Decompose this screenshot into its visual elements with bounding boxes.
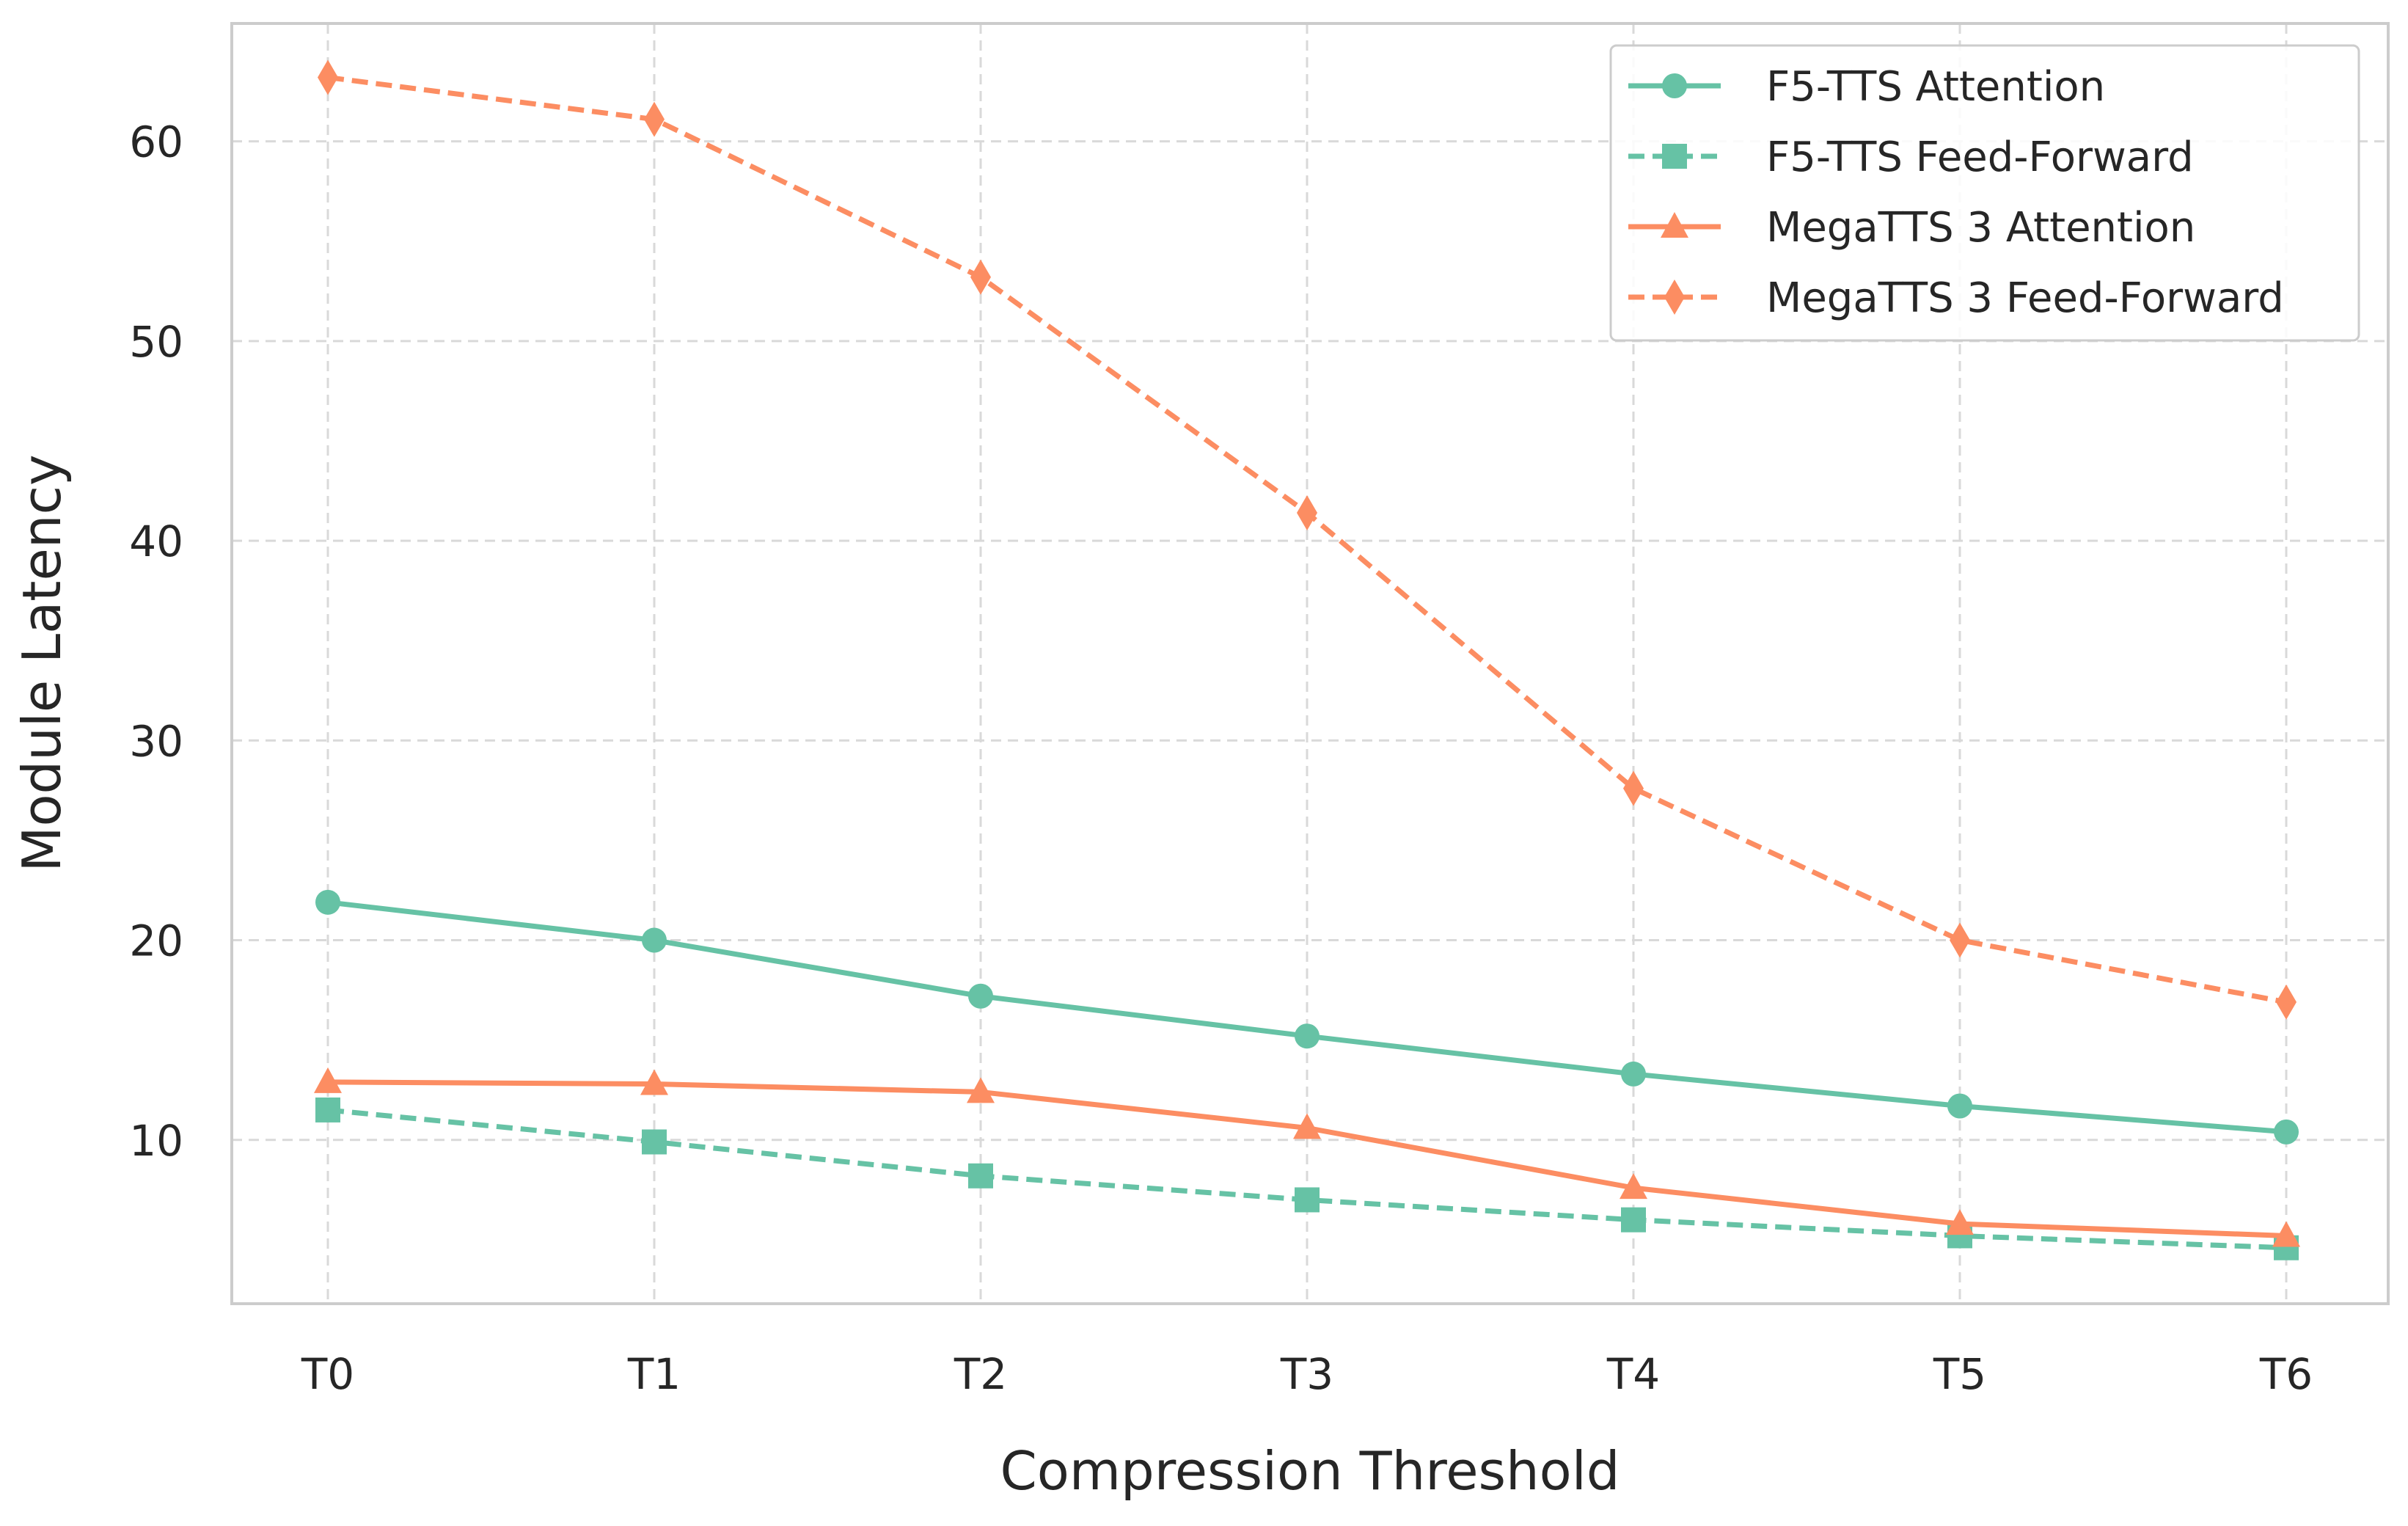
legend-entry: MegaTTS 3 Attention (1628, 204, 2195, 252)
diamond-marker (2276, 984, 2297, 1020)
legend-entry: F5-TTS Attention (1628, 63, 2105, 111)
x-tick-label: T3 (1280, 1349, 1333, 1399)
triangle-marker (2272, 1221, 2300, 1247)
legend-circle-marker (1662, 73, 1687, 98)
y-tick-label: 50 (129, 317, 183, 367)
tick-labels: 10 20 30 40 50 60 T0 T1 T2 T3 T4 T5 T6 (129, 117, 2313, 1399)
triangle-marker (967, 1077, 995, 1103)
diamond-marker (318, 59, 338, 95)
series-3 (318, 59, 2297, 1020)
y-tick-label: 40 (129, 516, 183, 566)
circle-marker (642, 927, 667, 953)
circle-marker (1947, 1093, 1972, 1119)
x-tick-label: T0 (301, 1349, 354, 1399)
diamond-marker (1623, 770, 1644, 806)
plot-frame (230, 22, 2390, 1305)
square-marker (1621, 1207, 1646, 1233)
square-marker (315, 1097, 340, 1122)
circle-marker (2274, 1119, 2299, 1144)
square-marker (1295, 1187, 1320, 1213)
square-marker (642, 1129, 667, 1155)
circle-marker (1295, 1023, 1320, 1049)
x-tick-label: T1 (627, 1349, 681, 1399)
x-tick-label: T2 (954, 1349, 1007, 1399)
circle-marker (315, 889, 340, 915)
diamond-marker (1950, 922, 1970, 958)
legend-label: F5-TTS Feed-Forward (1766, 134, 2194, 181)
y-axis-label: Module Latency (11, 454, 73, 872)
x-tick-label: T4 (1606, 1349, 1660, 1399)
y-tick-label: 30 (129, 716, 183, 766)
legend-box (1609, 44, 2360, 342)
legend-entry: MegaTTS 3 Feed-Forward (1628, 274, 2284, 322)
legend-entry: F5-TTS Feed-Forward (1628, 134, 2194, 181)
diamond-marker (1297, 494, 1317, 530)
diamond-marker (644, 101, 665, 137)
legend-diamond-marker (1664, 280, 1685, 315)
legend-triangle-marker (1661, 212, 1688, 238)
triangle-marker (1620, 1173, 1647, 1200)
series (314, 59, 2300, 1260)
y-tick-label: 10 (129, 1116, 183, 1166)
diamond-marker (970, 259, 991, 295)
x-tick-label: T6 (2259, 1349, 2313, 1399)
x-tick-label: T5 (1933, 1349, 1986, 1399)
legend: F5-TTS Attention F5-TTS Feed-Forward MegaT… (1609, 44, 2360, 342)
series-2 (314, 1067, 2300, 1247)
triangle-marker (640, 1069, 668, 1095)
square-marker (968, 1163, 993, 1189)
triangle-marker (1293, 1113, 1321, 1139)
legend-label: F5-TTS Attention (1766, 63, 2105, 111)
x-axis-label: Compression Threshold (1000, 1440, 1620, 1502)
triangle-marker (314, 1067, 342, 1093)
legend-label: MegaTTS 3 Feed-Forward (1766, 274, 2284, 322)
legend-square-marker (1662, 144, 1687, 169)
y-tick-label: 20 (129, 916, 183, 966)
series-0 (315, 889, 2299, 1144)
legend-label: MegaTTS 3 Attention (1766, 204, 2195, 252)
circle-marker (1621, 1061, 1646, 1087)
circle-marker (968, 983, 993, 1009)
y-tick-label: 60 (129, 117, 183, 167)
triangle-marker (1946, 1209, 1974, 1235)
